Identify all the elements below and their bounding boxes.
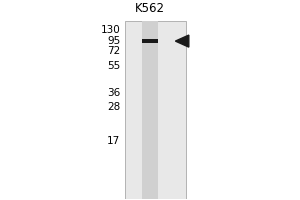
Text: 17: 17 [107,136,120,146]
Text: 36: 36 [107,88,120,98]
Text: 95: 95 [107,36,120,46]
Text: K562: K562 [135,2,165,15]
Text: 28: 28 [107,102,120,112]
Text: 55: 55 [107,61,120,71]
Bar [142,39,158,43]
Bar [124,21,186,200]
Text: 130: 130 [100,25,120,35]
Text: 72: 72 [107,46,120,56]
Bar [142,21,158,200]
Polygon shape [176,35,189,47]
